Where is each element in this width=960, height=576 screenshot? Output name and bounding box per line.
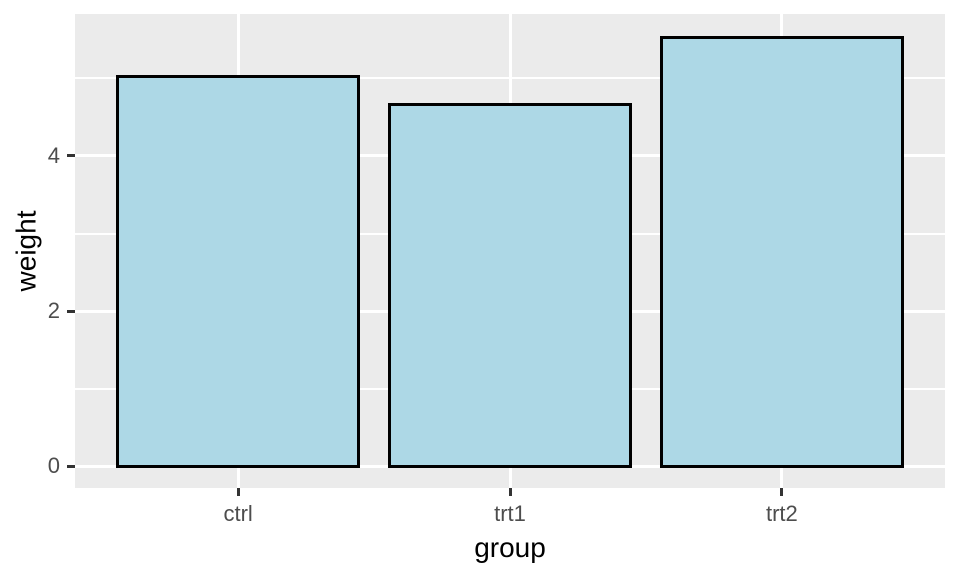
x-tick-label-trt2: trt2 (765, 501, 798, 526)
y-axis-title-text: weight (10, 210, 41, 292)
y-tick-label: 2 (47, 298, 60, 324)
x-tick-mark (780, 488, 784, 496)
x-tick-label-ctrl: ctrl (223, 501, 253, 526)
y-tick-label: 0 (47, 453, 60, 479)
x-tick-label-trt1: trt1 (494, 501, 526, 526)
x-tick-mark (508, 488, 512, 496)
y-tick-mark (67, 464, 75, 468)
x-axis-title: group (474, 532, 546, 563)
plot-panel (75, 14, 945, 488)
bar-trt2 (659, 35, 905, 468)
y-tick-mark (67, 309, 75, 313)
y-tick-mark (67, 154, 75, 158)
bar-ctrl (115, 74, 361, 468)
bar-trt1 (387, 103, 633, 468)
x-tick-mark (236, 488, 240, 496)
y-axis-title: weight (2, 14, 50, 488)
y-tick-label: 4 (47, 142, 60, 168)
